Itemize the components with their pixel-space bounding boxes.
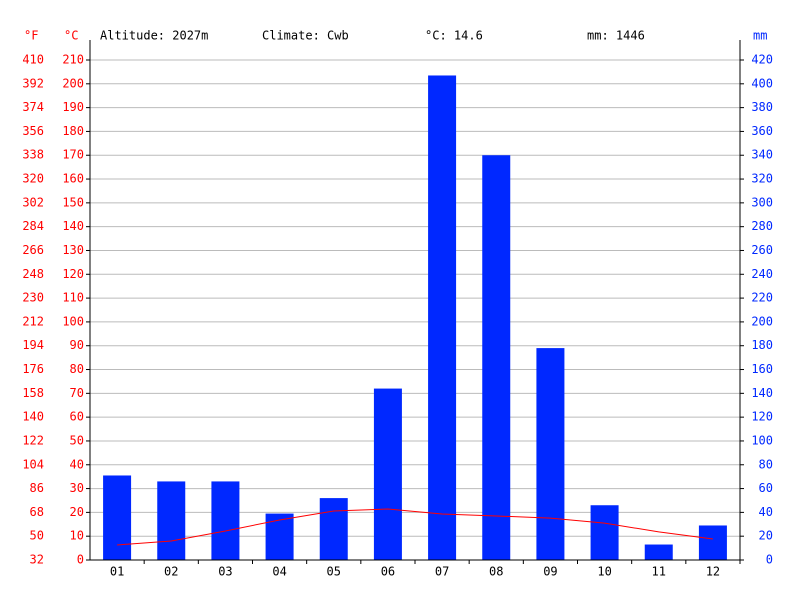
y-tick-label: 200 bbox=[62, 76, 84, 90]
y-tick-label: 90 bbox=[70, 338, 84, 352]
bar bbox=[265, 513, 294, 560]
f-tick-label: 122 bbox=[22, 433, 44, 447]
y2-tick-label: 360 bbox=[751, 124, 773, 138]
y2-tick-label: 100 bbox=[751, 433, 773, 447]
y-tick-label: 150 bbox=[62, 195, 84, 209]
annotation: Climate: Cwb bbox=[262, 29, 349, 43]
temperature-line bbox=[117, 508, 713, 546]
f-tick-label: 86 bbox=[30, 481, 44, 495]
y2-tick-label: 80 bbox=[759, 457, 773, 471]
f-tick-label: 284 bbox=[22, 219, 44, 233]
y-tick-label: 160 bbox=[62, 172, 84, 186]
x-tick-label: 03 bbox=[218, 565, 232, 579]
x-tick-label: 06 bbox=[381, 565, 395, 579]
annotation: mm: 1446 bbox=[587, 29, 645, 43]
bar bbox=[644, 544, 673, 560]
f-tick-label: 32 bbox=[30, 553, 44, 567]
bar bbox=[319, 498, 348, 560]
y-tick-label: 70 bbox=[70, 386, 84, 400]
f-tick-label: 158 bbox=[22, 386, 44, 400]
y-tick-label: 170 bbox=[62, 148, 84, 162]
f-tick-label: 194 bbox=[22, 338, 44, 352]
y2-tick-label: 140 bbox=[751, 386, 773, 400]
y2-tick-label: 240 bbox=[751, 267, 773, 281]
y-tick-label: 190 bbox=[62, 100, 84, 114]
y-tick-label: 10 bbox=[70, 529, 84, 543]
y2-tick-label: 180 bbox=[751, 338, 773, 352]
y-tick-label: 20 bbox=[70, 505, 84, 519]
x-tick-label: 02 bbox=[164, 565, 178, 579]
x-tick-label: 01 bbox=[110, 565, 124, 579]
f-tick-label: 302 bbox=[22, 195, 44, 209]
y2-tick-label: 280 bbox=[751, 219, 773, 233]
y-tick-label: 130 bbox=[62, 243, 84, 257]
y2-tick-label: 160 bbox=[751, 362, 773, 376]
y2-tick-label: 40 bbox=[759, 505, 773, 519]
y-tick-label: 140 bbox=[62, 219, 84, 233]
bar bbox=[482, 155, 511, 560]
x-tick-label: 09 bbox=[543, 565, 557, 579]
y2-tick-label: 20 bbox=[759, 529, 773, 543]
bar bbox=[590, 505, 619, 560]
y-tick-label: 110 bbox=[62, 291, 84, 305]
y2-tick-label: 420 bbox=[751, 53, 773, 67]
y2-tick-label: 320 bbox=[751, 172, 773, 186]
f-tick-label: 338 bbox=[22, 148, 44, 162]
bar bbox=[373, 388, 402, 560]
mm-axis-label: mm bbox=[753, 29, 767, 43]
f-tick-label: 212 bbox=[22, 314, 44, 328]
y-tick-label: 40 bbox=[70, 457, 84, 471]
y2-tick-label: 260 bbox=[751, 243, 773, 257]
y2-tick-label: 60 bbox=[759, 481, 773, 495]
y-tick-label: 210 bbox=[62, 53, 84, 67]
annotation: °C: 14.6 bbox=[425, 29, 483, 43]
y2-tick-label: 300 bbox=[751, 195, 773, 209]
y2-tick-label: 120 bbox=[751, 410, 773, 424]
f-tick-label: 50 bbox=[30, 529, 44, 543]
y2-tick-label: 220 bbox=[751, 291, 773, 305]
y-tick-label: 60 bbox=[70, 410, 84, 424]
f-tick-label: 248 bbox=[22, 267, 44, 281]
annotation: Altitude: 2027m bbox=[100, 29, 208, 43]
f-tick-label: 374 bbox=[22, 100, 44, 114]
y-tick-label: 120 bbox=[62, 267, 84, 281]
y-tick-label: 180 bbox=[62, 124, 84, 138]
f-tick-label: 176 bbox=[22, 362, 44, 376]
bar bbox=[157, 481, 186, 560]
f-tick-label: 230 bbox=[22, 291, 44, 305]
y-tick-label: 80 bbox=[70, 362, 84, 376]
y2-tick-label: 0 bbox=[766, 553, 773, 567]
x-tick-label: 05 bbox=[327, 565, 341, 579]
x-tick-label: 04 bbox=[272, 565, 286, 579]
y2-tick-label: 380 bbox=[751, 100, 773, 114]
f-tick-label: 320 bbox=[22, 172, 44, 186]
x-tick-label: 10 bbox=[597, 565, 611, 579]
y-tick-label: 50 bbox=[70, 433, 84, 447]
f-tick-label: 140 bbox=[22, 410, 44, 424]
y2-tick-label: 340 bbox=[751, 148, 773, 162]
f-axis-label: °F bbox=[24, 29, 38, 43]
x-tick-label: 11 bbox=[652, 565, 666, 579]
c-axis-label: °C bbox=[64, 29, 78, 43]
x-tick-label: 07 bbox=[435, 565, 449, 579]
y-tick-label: 30 bbox=[70, 481, 84, 495]
f-tick-label: 410 bbox=[22, 53, 44, 67]
f-tick-label: 356 bbox=[22, 124, 44, 138]
f-tick-label: 68 bbox=[30, 505, 44, 519]
y2-tick-label: 200 bbox=[751, 314, 773, 328]
y-tick-label: 0 bbox=[77, 553, 84, 567]
f-tick-label: 104 bbox=[22, 457, 44, 471]
f-tick-label: 266 bbox=[22, 243, 44, 257]
bar bbox=[211, 481, 240, 560]
bar bbox=[428, 75, 457, 560]
f-tick-label: 392 bbox=[22, 76, 44, 90]
y2-tick-label: 400 bbox=[751, 76, 773, 90]
bar bbox=[103, 475, 132, 560]
y-tick-label: 100 bbox=[62, 314, 84, 328]
x-tick-label: 08 bbox=[489, 565, 503, 579]
bar bbox=[536, 348, 565, 560]
bar bbox=[698, 525, 727, 560]
x-tick-label: 12 bbox=[706, 565, 720, 579]
